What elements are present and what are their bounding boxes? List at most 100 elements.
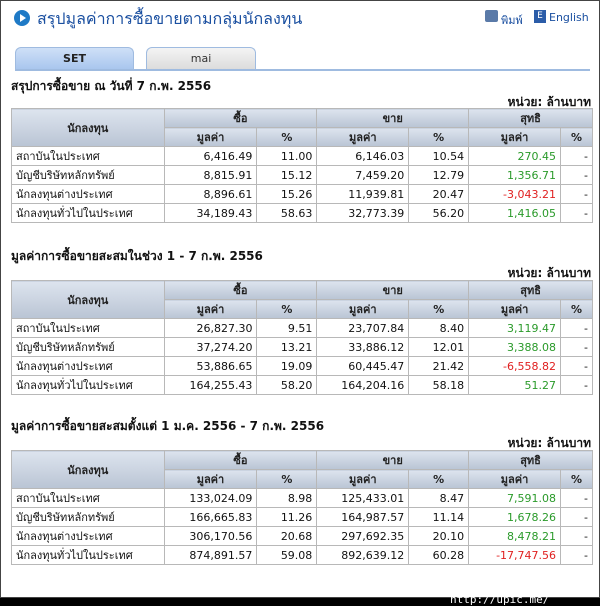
english-flag-icon[interactable]: E [534,10,546,23]
buy-column-header: ซื้อ [163,450,318,470]
investor-name: นักลงทุนต่างประเทศ [11,184,165,204]
net-value: -17,747.56 [468,545,562,565]
print-link[interactable]: พิมพ์ [485,10,523,29]
net-value: 8,478.21 [468,526,562,546]
header-row-groups: นักลงทุน ซื้อ ขาย สุทธิ [11,450,593,489]
buy-percent: 11.26 [256,507,318,527]
net-percent: - [560,507,593,527]
sell-percent: 58.18 [408,375,470,395]
net-value-header: มูลค่า [468,299,562,319]
sell-value: 32,773.39 [316,203,410,223]
net-percent-header: % [559,127,594,147]
print-label[interactable]: พิมพ์ [501,14,523,27]
buy-column-header: ซื้อ [163,280,318,300]
net-percent: - [560,545,593,565]
play-bullet-icon [14,10,30,26]
investor-trading-table: นักลงทุน ซื้อ ขาย สุทธิ มูลค่า% มูลค่า% มูลค่า… [11,108,594,223]
net-percent: - [560,488,593,508]
net-value: -3,043.21 [468,184,561,204]
investor-name: นักลงทุนทั่วไปในประเทศ [11,545,165,565]
investor-column-header: นักลงทุน [11,108,165,147]
buy-value: 53,886.65 [163,356,258,376]
sell-value: 125,433.01 [316,488,410,508]
net-percent: - [559,146,594,166]
investor-name: บัญชีบริษัทหลักทรัพย์ [11,337,165,357]
sell-value: 33,886.12 [316,337,410,357]
net-percent: - [560,526,593,546]
investor-name: บัญชีบริษัทหลักทรัพย์ [11,165,165,185]
net-value: 51.27 [468,375,562,395]
buy-percent: 15.12 [256,165,318,185]
printer-icon[interactable] [485,10,498,22]
sell-value: 297,692.35 [316,526,410,546]
net-percent: - [560,375,593,395]
net-value-header: มูลค่า [468,127,561,147]
sell-percent: 20.10 [408,526,470,546]
investor-name: บัญชีบริษัทหลักทรัพย์ [11,507,165,527]
buy-value: 34,189.43 [163,203,258,223]
sell-percent: 12.79 [408,165,470,185]
net-value-header: มูลค่า [468,469,562,489]
tab-set[interactable]: SET [15,47,134,69]
investor-name: สถาบันในประเทศ [11,318,165,338]
investor-column-header: นักลงทุน [11,280,165,319]
net-value: 1,356.71 [468,165,561,185]
table-row: นักลงทุนต่างประเทศ 8,896.61 15.26 11,939.81… [11,184,594,204]
sell-value: 6,146.03 [316,146,410,166]
net-value: 7,591.08 [468,488,562,508]
net-percent: - [559,203,594,223]
buy-percent: 13.21 [256,337,318,357]
sell-value: 11,939.81 [316,184,410,204]
buy-column-header: ซื้อ [163,108,318,128]
buy-value: 26,827.30 [163,318,258,338]
table-row: สถาบันในประเทศ 26,827.30 9.51 23,707.84 8.40… [11,318,593,338]
image-host-caption: [606x586] http://upic.me/ [450,580,550,606]
sell-value: 892,639.12 [316,545,410,565]
net-value: 1,416.05 [468,203,561,223]
investor-name: สถาบันในประเทศ [11,488,165,508]
unit-label: หน่วย: ล้านบาท [507,95,591,109]
buy-value: 164,255.43 [163,375,258,395]
buy-percent-header: % [256,469,318,489]
table-row: บัญชีบริษัทหลักทรัพย์ 166,665.83 11.26 164,… [11,507,593,527]
investor-name: นักลงทุนต่างประเทศ [11,526,165,546]
table-row: สถาบันในประเทศ 133,024.09 8.98 125,433.01 8.… [11,488,593,508]
table-row: สถาบันในประเทศ 6,416.49 11.00 6,146.03 10.54… [11,146,594,166]
net-value: 3,388.08 [468,337,562,357]
table-row: นักลงทุนทั่วไปในประเทศ 874,891.57 59.08 892… [11,545,593,565]
sell-percent-header: % [408,127,470,147]
sell-value: 23,707.84 [316,318,410,338]
english-link[interactable]: E English [534,10,589,24]
net-percent: - [559,184,594,204]
page-header: สรุปมูลค่าการซื้อขายตามกลุ่มนักลงทุน พิม… [1,1,599,37]
sell-percent: 8.47 [408,488,470,508]
investor-name: สถาบันในประเทศ [11,146,165,166]
sell-percent: 8.40 [408,318,470,338]
net-percent: - [560,356,593,376]
buy-percent: 58.20 [256,375,318,395]
sell-value-header: มูลค่า [316,127,410,147]
net-column-header: สุทธิ [468,450,593,470]
net-percent: - [560,337,593,357]
buy-value: 8,896.61 [163,184,258,204]
sell-percent-header: % [408,469,470,489]
market-tabs: SET mai [15,47,590,71]
net-value: -6,558.82 [468,356,562,376]
investor-trading-table: นักลงทุน ซื้อ ขาย สุทธิ มูลค่า% มูลค่า% มูลค่า… [11,450,593,565]
table-row: นักลงทุนทั่วไปในประเทศ 34,189.43 58.63 32,7… [11,203,594,223]
tab-mai[interactable]: mai [146,47,256,69]
buy-percent-header: % [256,127,318,147]
sell-percent: 11.14 [408,507,470,527]
buy-percent: 20.68 [256,526,318,546]
table-row: นักลงทุนต่างประเทศ 306,170.56 20.68 297,692… [11,526,593,546]
sell-column-header: ขาย [316,450,470,470]
english-label[interactable]: English [549,11,589,24]
net-percent: - [559,165,594,185]
sell-column-header: ขาย [316,280,470,300]
header-row-groups: นักลงทุน ซื้อ ขาย สุทธิ [11,280,593,319]
header-row-sub: มูลค่า% มูลค่า% มูลค่า% [12,299,593,319]
sell-percent: 56.20 [408,203,470,223]
sell-value: 60,445.47 [316,356,410,376]
buy-percent: 19.09 [256,356,318,376]
